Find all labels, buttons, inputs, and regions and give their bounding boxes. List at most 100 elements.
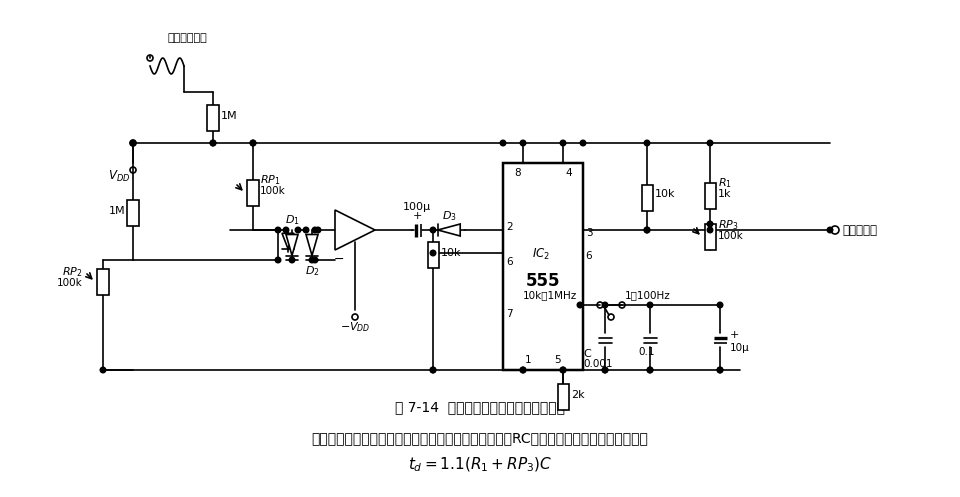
Circle shape: [283, 227, 289, 233]
Text: 10k～1MHz: 10k～1MHz: [523, 290, 577, 300]
Text: $RP_1$: $RP_1$: [260, 173, 280, 187]
Circle shape: [561, 367, 565, 373]
Text: 1: 1: [525, 355, 532, 365]
Circle shape: [717, 367, 723, 373]
Circle shape: [520, 140, 526, 146]
Text: $-V_{DD}$: $-V_{DD}$: [340, 320, 371, 334]
Polygon shape: [306, 235, 318, 255]
Circle shape: [577, 302, 583, 308]
Circle shape: [296, 227, 300, 233]
Circle shape: [430, 367, 436, 373]
Text: $IC_1$: $IC_1$: [342, 223, 359, 237]
Text: $RP_2$: $RP_2$: [62, 265, 83, 279]
Circle shape: [309, 257, 315, 263]
Bar: [705, 224, 715, 250]
Text: 0.001: 0.001: [583, 359, 612, 369]
Text: $IC_2$: $IC_2$: [532, 247, 550, 262]
Bar: [503, 163, 583, 370]
Text: $-$: $-$: [333, 251, 345, 264]
Circle shape: [580, 140, 586, 146]
Text: 2: 2: [506, 222, 513, 232]
Text: 1M: 1M: [108, 206, 125, 216]
Text: 1k: 1k: [718, 189, 732, 199]
Text: 3: 3: [586, 228, 592, 238]
Circle shape: [276, 257, 281, 263]
Text: C: C: [583, 349, 590, 359]
Circle shape: [315, 227, 321, 233]
Circle shape: [100, 367, 106, 373]
Text: 0.1: 0.1: [638, 347, 655, 357]
Polygon shape: [438, 224, 460, 236]
Bar: [705, 183, 715, 209]
Text: 2k: 2k: [571, 390, 585, 400]
Circle shape: [289, 257, 295, 263]
Text: $D_3$: $D_3$: [442, 209, 456, 223]
Circle shape: [303, 227, 309, 233]
Polygon shape: [286, 235, 298, 255]
Text: $D_2$: $D_2$: [304, 264, 320, 278]
Circle shape: [312, 227, 318, 233]
Circle shape: [828, 227, 832, 233]
Circle shape: [708, 227, 712, 233]
Bar: [427, 242, 439, 268]
Text: 1M: 1M: [221, 111, 238, 121]
Bar: [127, 200, 139, 226]
Text: +: +: [334, 225, 345, 238]
Polygon shape: [282, 233, 294, 248]
Bar: [97, 269, 109, 295]
Circle shape: [602, 367, 608, 373]
Text: 至水平放大: 至水平放大: [842, 224, 877, 237]
Circle shape: [708, 140, 712, 146]
Bar: [641, 185, 653, 211]
Circle shape: [430, 250, 436, 256]
Text: 100μ: 100μ: [403, 202, 431, 212]
Circle shape: [251, 140, 255, 146]
Circle shape: [276, 227, 281, 233]
Bar: [207, 105, 219, 131]
Text: 100k: 100k: [718, 231, 744, 241]
Text: $t_d=1.1(R_1+RP_3)C$: $t_d=1.1(R_1+RP_3)C$: [408, 456, 552, 474]
Text: +: +: [412, 211, 421, 221]
Circle shape: [602, 367, 608, 373]
Text: 6: 6: [585, 251, 591, 261]
Circle shape: [210, 140, 216, 146]
Text: $D_1$: $D_1$: [284, 213, 300, 227]
Text: 4: 4: [565, 168, 571, 178]
Circle shape: [708, 221, 712, 227]
Circle shape: [717, 302, 723, 308]
Text: 图 7-14  示波器添加触发扫描功能的电路: 图 7-14 示波器添加触发扫描功能的电路: [395, 400, 565, 414]
Circle shape: [312, 257, 318, 263]
Text: 加至水平放大器作为水平扫描线展开。扫描速率取决于RC时间常数，扫描时间即暫稳宽度: 加至水平放大器作为水平扫描线展开。扫描速率取决于RC时间常数，扫描时间即暫稳宽度: [312, 431, 648, 445]
Text: $RP_3$: $RP_3$: [718, 218, 738, 232]
Text: 6: 6: [506, 257, 513, 267]
Bar: [558, 384, 568, 410]
Circle shape: [561, 140, 565, 146]
Bar: [247, 180, 259, 206]
Circle shape: [647, 367, 653, 373]
Text: 来自垂直放大: 来自垂直放大: [167, 33, 206, 43]
Text: $V_{DD}$: $V_{DD}$: [108, 168, 130, 183]
Circle shape: [251, 140, 255, 146]
Circle shape: [520, 367, 526, 373]
Text: 10k: 10k: [441, 248, 462, 258]
Text: 100k: 100k: [58, 278, 83, 288]
Polygon shape: [335, 210, 375, 250]
Text: 7: 7: [506, 309, 513, 319]
Text: +: +: [730, 330, 739, 340]
Circle shape: [644, 227, 650, 233]
Circle shape: [430, 227, 436, 233]
Text: 1～100Hz: 1～100Hz: [625, 290, 671, 300]
Circle shape: [561, 367, 565, 373]
Circle shape: [520, 367, 526, 373]
Circle shape: [717, 367, 723, 373]
Circle shape: [500, 140, 506, 146]
Text: 8: 8: [515, 168, 521, 178]
Text: 10μ: 10μ: [730, 343, 750, 353]
Text: 555: 555: [526, 272, 561, 291]
Circle shape: [644, 140, 650, 146]
Text: $R_1$: $R_1$: [718, 176, 732, 190]
Circle shape: [647, 302, 653, 308]
Text: 100k: 100k: [260, 186, 286, 196]
Text: 5: 5: [554, 355, 561, 365]
Circle shape: [602, 302, 608, 308]
